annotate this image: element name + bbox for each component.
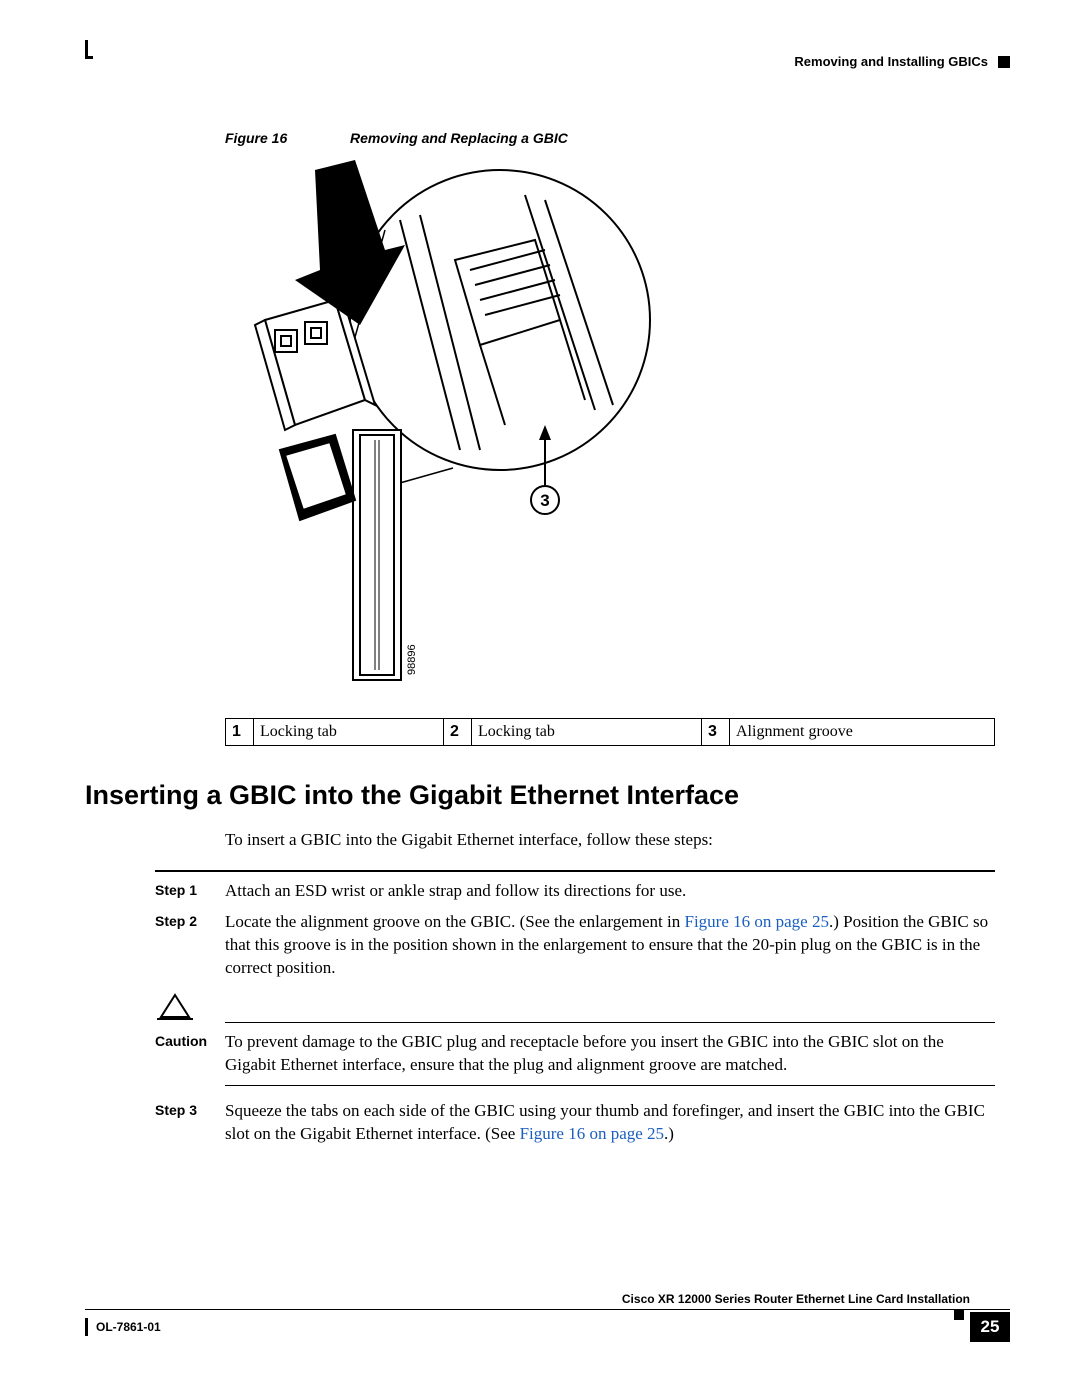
- step-body: Squeeze the tabs on each side of the GBI…: [225, 1100, 995, 1146]
- callout-num: 3: [702, 719, 730, 746]
- section-heading: Inserting a GBIC into the Gigabit Ethern…: [85, 780, 739, 811]
- divider: [225, 1085, 995, 1086]
- figure-caption: Figure 16 Removing and Replacing a GBIC: [225, 130, 568, 146]
- figure-label: Figure 16: [225, 130, 287, 146]
- step-label: Step 3: [155, 1100, 225, 1146]
- crop-mark: [85, 56, 93, 59]
- page-number-badge: 25: [970, 1312, 1010, 1342]
- page-header: Removing and Installing GBICs: [794, 54, 1010, 69]
- footer-marker-icon: [954, 1310, 964, 1320]
- caution-icon: [155, 992, 225, 1027]
- step-label: Step 2: [155, 911, 225, 980]
- header-marker-icon: [998, 56, 1010, 68]
- divider: [225, 1022, 995, 1023]
- figure-illustration: 3: [225, 150, 685, 690]
- divider: [85, 1309, 1010, 1310]
- callout-num: 2: [444, 719, 472, 746]
- callout-bubble-3: 3: [540, 491, 549, 510]
- callout-num: 1: [226, 719, 254, 746]
- caution-body: To prevent damage to the GBIC plug and r…: [225, 1031, 995, 1077]
- callout-text: Locking tab: [472, 719, 702, 746]
- footer-bar-icon: [85, 1318, 88, 1336]
- step-body: Locate the alignment groove on the GBIC.…: [225, 911, 995, 980]
- intro-text: To insert a GBIC into the Gigabit Ethern…: [225, 830, 713, 850]
- header-section-title: Removing and Installing GBICs: [794, 54, 988, 69]
- footer-doc-title: Cisco XR 12000 Series Router Ethernet Li…: [622, 1292, 970, 1306]
- callout-table: 1 Locking tab 2 Locking tab 3 Alignment …: [225, 718, 995, 746]
- callout-text: Alignment groove: [730, 719, 995, 746]
- step-body: Attach an ESD wrist or ankle strap and f…: [225, 880, 995, 903]
- divider: [155, 870, 995, 872]
- footer-doc-id: OL-7861-01: [85, 1318, 161, 1336]
- figure-xref-link[interactable]: Figure 16 on page 25: [685, 912, 829, 931]
- callout-text: Locking tab: [254, 719, 444, 746]
- figure-ref-number: 98896: [406, 644, 418, 675]
- crop-mark: [85, 40, 88, 56]
- figure-title: Removing and Replacing a GBIC: [350, 130, 568, 146]
- caution-label: Caution: [155, 1031, 225, 1077]
- caution-block: Caution To prevent damage to the GBIC pl…: [155, 992, 995, 1086]
- step-label: Step 1: [155, 880, 225, 903]
- figure-xref-link[interactable]: Figure 16 on page 25: [520, 1124, 664, 1143]
- steps-block: Step 1 Attach an ESD wrist or ankle stra…: [155, 880, 995, 1154]
